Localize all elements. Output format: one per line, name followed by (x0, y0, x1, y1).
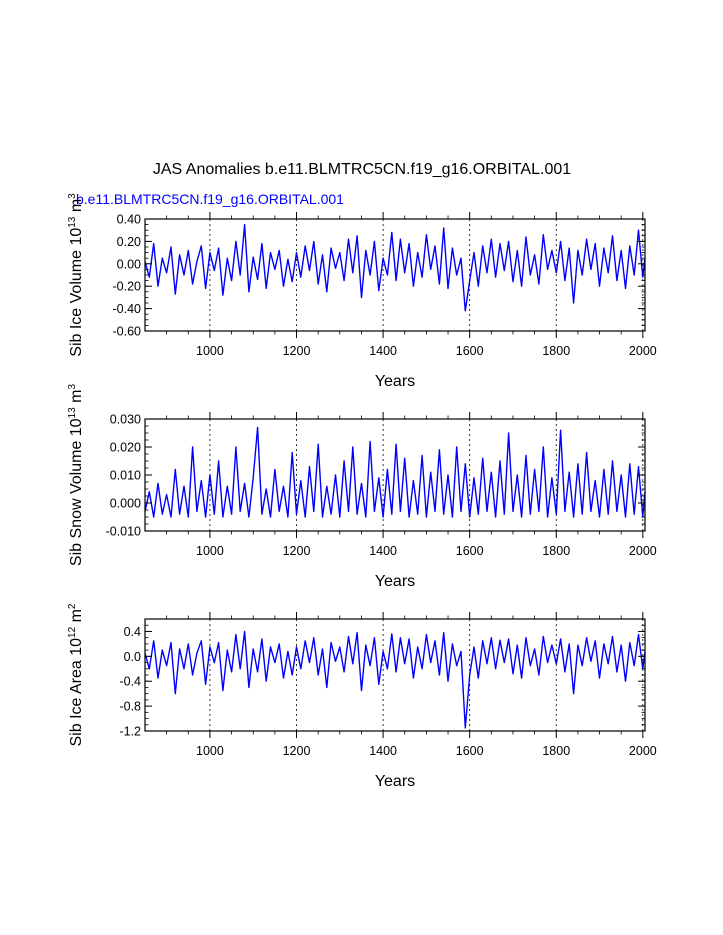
x-tick-label: 1600 (456, 544, 484, 558)
y-tick-label: 0.00 (117, 257, 141, 271)
y-tick-label: -0.40 (113, 302, 142, 316)
y-tick-label: 0.020 (110, 441, 141, 455)
x-tick-label: 2000 (629, 744, 657, 758)
x-tick-label: 1000 (196, 744, 224, 758)
y-tick-label: -0.010 (106, 525, 141, 539)
y-axis-label: Sib Ice Volume 1013 m3 (67, 193, 85, 357)
plot-frame (144, 618, 646, 732)
x-tick-label: 1200 (283, 544, 311, 558)
x-tick-label: 2000 (629, 344, 657, 358)
y-tick-label: -0.20 (113, 280, 142, 294)
x-tick-label: 1000 (196, 344, 224, 358)
y-tick-label: 0.40 (117, 213, 141, 227)
series-line (144, 630, 646, 729)
y-tick-label: 0.000 (110, 497, 141, 511)
x-tick-label: 1800 (542, 744, 570, 758)
x-axis-label: Years (375, 373, 415, 390)
y-tick-label: 0.0 (124, 650, 141, 664)
x-tick-label: 1400 (369, 344, 397, 358)
panel-2: -0.010 0.000 0.010 0.020 0.030 1000 1200 1400 16… (67, 384, 657, 591)
x-tick-label: 1800 (542, 544, 570, 558)
panel-1: -0.60 -0.40 -0.20 0.00 0.20 0.40 1000 1200 1400 1… (67, 193, 657, 390)
series-label: b.e11.BLMTRC5CN.f19_g16.ORBITAL.001 (76, 191, 344, 207)
y-tick-label: -0.60 (113, 325, 142, 339)
y-tick-label: 0.4 (124, 625, 141, 639)
panel-3: -1.2 -0.8 -0.4 0.0 0.4 1000 1200 1400 1600 1800 20… (67, 603, 657, 790)
series-line (144, 223, 646, 312)
y-tick-label: 0.20 (117, 235, 141, 249)
y-tick-label: -0.4 (119, 675, 141, 689)
figure-title: JAS Anomalies b.e11.BLMTRC5CN.f19_g16.OR… (153, 161, 571, 178)
x-tick-label: 1200 (283, 744, 311, 758)
y-tick-label: 0.010 (110, 469, 141, 483)
x-tick-label: 1400 (369, 544, 397, 558)
y-tick-label: -0.8 (119, 700, 141, 714)
y-axis-label: Sib Ice Area 1012 m2 (67, 603, 85, 746)
x-tick-label: 1600 (456, 744, 484, 758)
x-tick-label: 1800 (542, 344, 570, 358)
x-axis-label: Years (375, 573, 415, 590)
y-axis-label: Sib Snow Volume 1013 m3 (67, 384, 85, 567)
x-tick-label: 1600 (456, 344, 484, 358)
y-tick-label: 0.030 (110, 413, 141, 427)
x-tick-label: 1400 (369, 744, 397, 758)
x-axis-label: Years (375, 773, 415, 790)
x-tick-label: 1000 (196, 544, 224, 558)
x-tick-label: 1200 (283, 344, 311, 358)
y-tick-label: -1.2 (119, 725, 141, 739)
series-line (144, 426, 646, 518)
x-tick-label: 2000 (629, 544, 657, 558)
